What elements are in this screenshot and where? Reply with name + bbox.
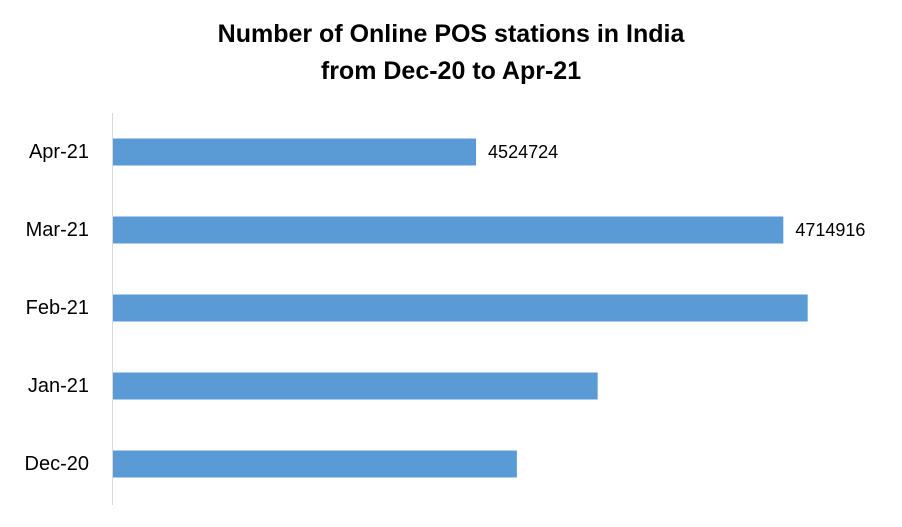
bar-feb-21 [113,294,808,322]
y-tick-label-apr-21: Apr-21 [29,141,89,163]
y-tick-label-jan-21: Jan-21 [28,375,89,397]
bar-dec-20 [113,450,517,478]
y-tick-label-feb-21: Feb-21 [26,297,89,319]
data-label-mar-21: 4714916 [795,220,865,240]
chart-title-line-2: from Dec-20 to Apr-21 [320,57,582,85]
bar-apr-21 [113,138,477,166]
data-labels-layer: 4524724 4714916 [488,142,865,240]
y-tick-label-dec-20: Dec-20 [25,453,89,475]
bars-layer [113,138,808,478]
category-labels-layer: Apr-21 Mar-21 Feb-21 Jan-21 Dec-20 [25,141,89,475]
bar-mar-21 [113,216,784,244]
chart-title-line-1: Number of Online POS stations in India [217,20,685,48]
bar-jan-21 [113,372,598,400]
y-tick-label-mar-21: Mar-21 [26,219,89,241]
data-label-apr-21: 4524724 [488,142,558,162]
